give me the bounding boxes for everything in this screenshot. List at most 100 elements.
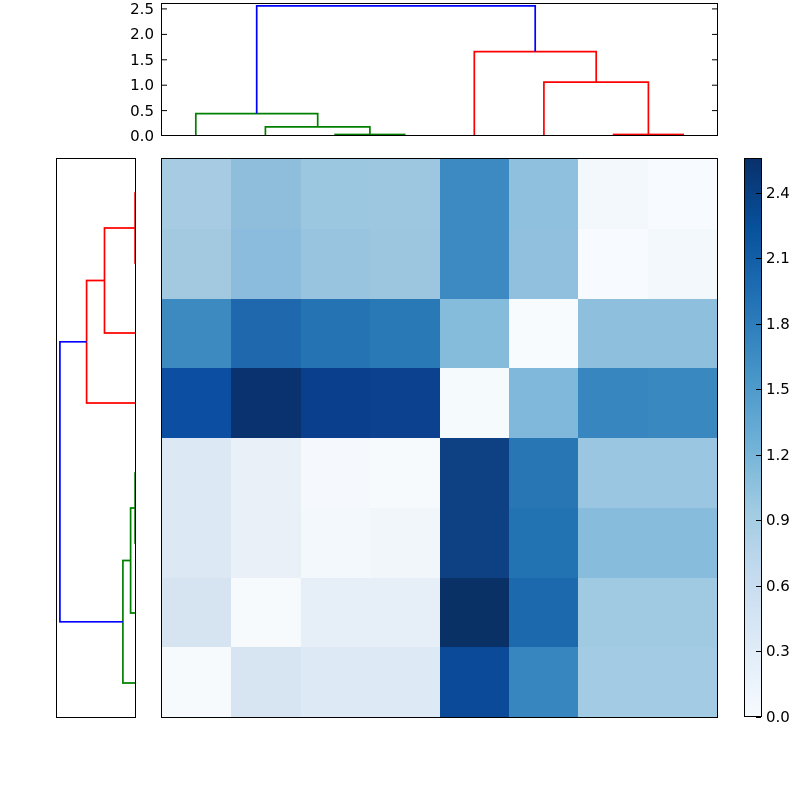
heatmap-cell (647, 577, 717, 648)
heatmap-cell (231, 507, 301, 578)
heatmap-cell (231, 298, 301, 369)
heatmap-cell (439, 228, 509, 299)
colorbar-tick-mark (756, 586, 761, 587)
heatmap-cell (231, 159, 301, 229)
heatmap-cell (370, 298, 440, 369)
heatmap-cell (300, 159, 371, 229)
heatmap-cell (162, 507, 232, 578)
axes-frame (56, 158, 136, 718)
heatmap-cell (578, 577, 648, 648)
heatmap-cell (300, 438, 371, 508)
heatmap-cell (162, 228, 232, 299)
heatmap-cell (439, 647, 509, 717)
heatmap-cell (162, 368, 232, 438)
dendrogram-link-green (122, 559, 136, 684)
heatmap-cell (647, 368, 717, 438)
heatmap-cell (508, 368, 579, 438)
heatmap-cell (647, 298, 717, 369)
heatmap-cell (231, 368, 301, 438)
heatmap-cell (508, 228, 579, 299)
heatmap-cell (300, 647, 371, 717)
colorbar-tick-label: 0.9 (766, 511, 790, 530)
heatmap-cell (439, 298, 509, 369)
dendrogram-link-red (473, 50, 598, 136)
dendrogram-link-blue (59, 340, 123, 623)
heatmap-cell (508, 647, 579, 717)
dendrogram-link-red (543, 81, 650, 136)
dendrogram-link-red (85, 279, 136, 404)
heatmap-cell (439, 159, 509, 229)
heatmap-cell (647, 438, 717, 508)
colorbar-tick-mark (756, 717, 761, 718)
heatmap-cell (300, 368, 371, 438)
colorbar-tick-label: 1.5 (766, 380, 790, 399)
colorbar-tick-label: 1.8 (766, 314, 790, 333)
colorbar-tick-mark (756, 258, 761, 259)
heatmap-cell (508, 298, 579, 369)
dendrogram-link-green (194, 112, 319, 136)
dendrogram-link-green (129, 507, 136, 614)
y-tick-label: 0.0 (130, 127, 154, 145)
colorbar (744, 158, 762, 717)
heatmap-cell (647, 647, 717, 717)
colorbar-tick-label: 0.0 (766, 708, 790, 726)
heatmap-cell (439, 438, 509, 508)
heatmap-cell (370, 438, 440, 508)
heatmap-cell (508, 507, 579, 578)
heatmap-cell (647, 228, 717, 299)
colorbar-tick-mark (756, 193, 761, 194)
heatmap (161, 158, 718, 718)
y-tick-label: 2.5 (130, 0, 154, 18)
heatmap-cell (300, 228, 371, 299)
heatmap-cell (300, 298, 371, 369)
heatmap-cell (439, 507, 509, 578)
heatmap-cell (231, 577, 301, 648)
heatmap-cell (162, 159, 232, 229)
heatmap-cell (647, 507, 717, 578)
heatmap-cell (370, 577, 440, 648)
heatmap-cell (439, 368, 509, 438)
heatmap-cell (370, 368, 440, 438)
colorbar-tick-label: 0.6 (766, 576, 790, 595)
heatmap-cell (300, 577, 371, 648)
heatmap-cell (300, 507, 371, 578)
axes-frame (161, 3, 718, 136)
colorbar-tick-mark (756, 324, 761, 325)
top-dendrogram (161, 3, 718, 136)
heatmap-cell (578, 438, 648, 508)
heatmap-cell (508, 438, 579, 508)
colorbar-tick-label: 2.1 (766, 249, 790, 268)
colorbar-tick-label: 2.4 (766, 183, 790, 202)
colorbar-tick-mark (756, 520, 761, 521)
heatmap-cell (578, 507, 648, 578)
heatmap-cell (370, 507, 440, 578)
heatmap-cell (370, 228, 440, 299)
heatmap-cell (370, 159, 440, 229)
heatmap-cell (162, 577, 232, 648)
heatmap-cell (508, 159, 579, 229)
heatmap-cell (508, 577, 579, 648)
colorbar-tick-mark (756, 455, 761, 456)
heatmap-cell (370, 647, 440, 717)
heatmap-cell (162, 647, 232, 717)
heatmap-cell (231, 228, 301, 299)
y-tick-label: 1.0 (130, 76, 154, 95)
heatmap-cell (578, 647, 648, 717)
heatmap-cell (231, 647, 301, 717)
colorbar-tick-mark (756, 389, 761, 390)
heatmap-cell (162, 438, 232, 508)
dendrogram-link-red (103, 227, 136, 334)
heatmap-cell (647, 159, 717, 229)
colorbar-tick-label: 0.3 (766, 642, 790, 661)
y-tick-label: 2.0 (130, 25, 154, 44)
heatmap-cell (578, 159, 648, 229)
heatmap-cell (439, 577, 509, 648)
y-tick-label: 0.5 (130, 101, 154, 120)
left-dendrogram (56, 158, 136, 718)
heatmap-cell (578, 368, 648, 438)
heatmap-cell (231, 438, 301, 508)
heatmap-cell (162, 298, 232, 369)
y-tick-label: 1.5 (130, 50, 154, 69)
colorbar-tick-label: 1.2 (766, 445, 790, 464)
